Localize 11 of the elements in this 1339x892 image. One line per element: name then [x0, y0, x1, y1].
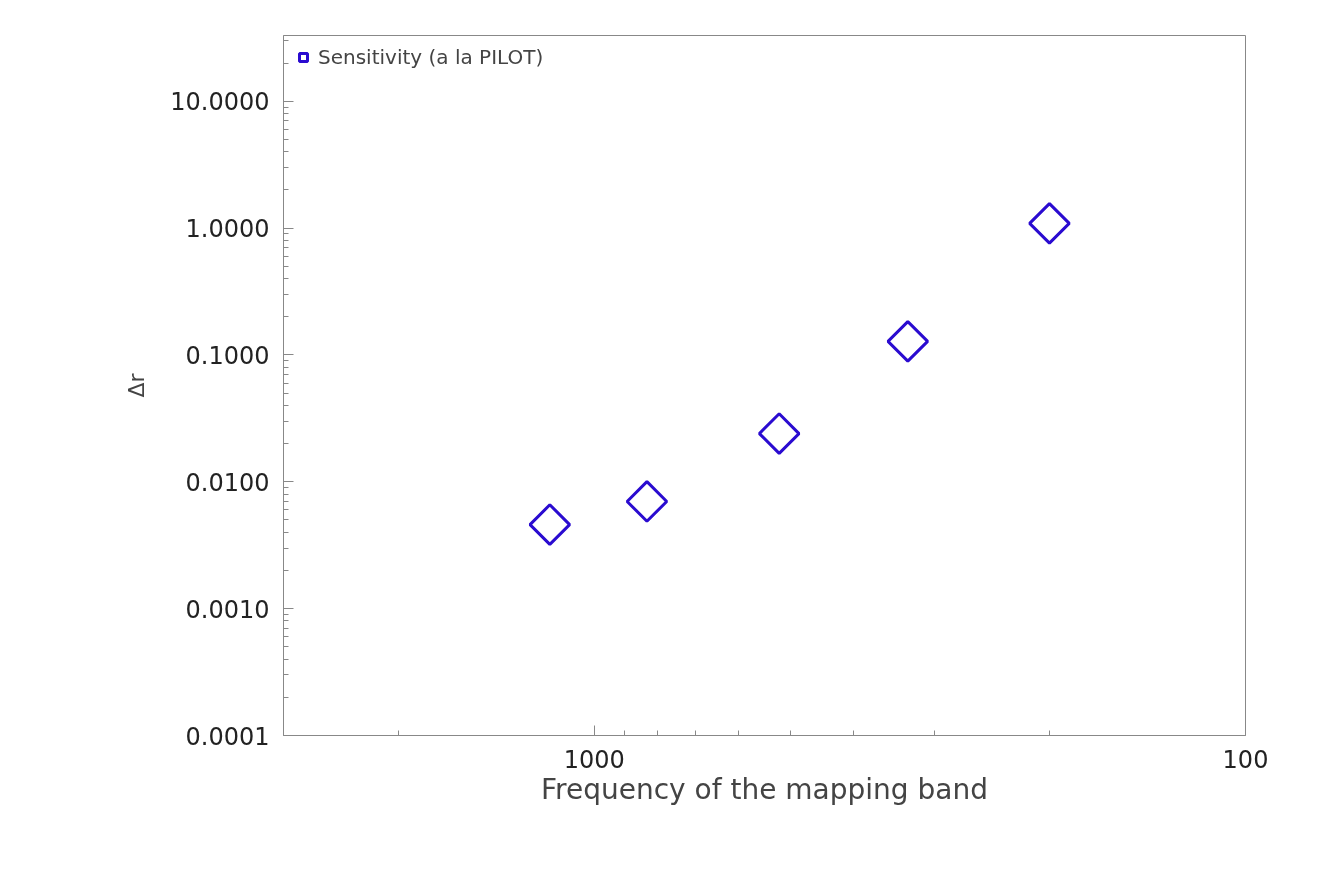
- y-tick-label: 0.0010: [185, 595, 270, 624]
- y-axis-title: Δr: [124, 372, 150, 398]
- legend-label: Sensitivity (a la PILOT): [318, 45, 544, 69]
- x-tick-label: 1000: [563, 745, 625, 774]
- y-tick-label: 1.0000: [185, 215, 270, 244]
- x-axis-title: Frequency of the mapping band: [541, 772, 988, 806]
- y-tick-label: 10.0000: [170, 88, 270, 117]
- y-tick-label: 0.0100: [185, 468, 270, 497]
- x-tick-label: 100: [1222, 745, 1269, 774]
- y-tick-label: 0.0001: [185, 722, 270, 751]
- y-tick-label: 0.1000: [185, 341, 270, 370]
